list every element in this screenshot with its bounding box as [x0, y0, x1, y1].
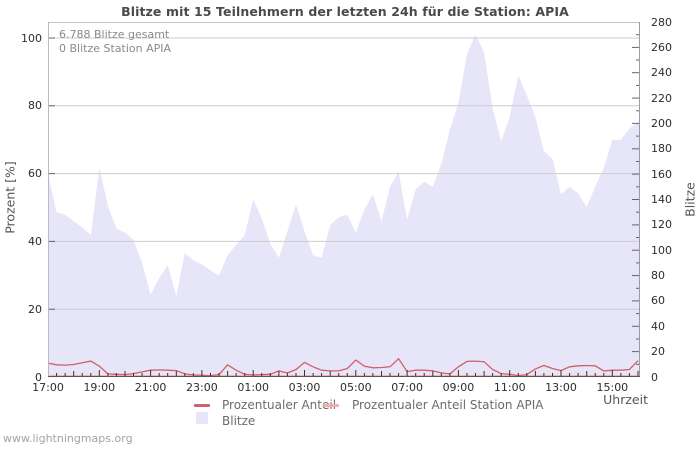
y-right-tick-label: 220 [651, 91, 672, 105]
y-right-tick-label: 260 [651, 40, 672, 54]
y-right-tick-label: 20 [651, 345, 665, 359]
y-right-tick-label: 100 [651, 243, 672, 257]
x-tick-label: 11:00 [493, 381, 526, 394]
y-right-tick-label: 60 [651, 294, 665, 308]
x-tick-label: 23:00 [186, 381, 218, 394]
x-tick-label: 07:00 [391, 381, 423, 394]
y-right-tick-label: 160 [651, 167, 672, 181]
x-tick-label: 03:00 [288, 381, 321, 394]
legend-label-prozentualer-anteil: Prozentualer Anteil [222, 398, 337, 412]
total-annotation: 6.788 Blitze gesamt 0 Blitze Station API… [59, 28, 171, 56]
x-tick-label: 19:00 [83, 381, 116, 394]
y-right-tick-label: 0 [651, 370, 658, 384]
y-left-tick-label: 60 [28, 167, 42, 181]
y-right-tick-label: 40 [651, 319, 665, 333]
x-tick-label: 13:00 [545, 381, 577, 394]
x-tick-label: 09:00 [442, 381, 475, 394]
y-right-tick-label: 80 [651, 269, 665, 283]
y-left-tick-label: 40 [28, 234, 42, 248]
y-right-tick-label: 120 [651, 218, 672, 232]
x-tick-label: 01:00 [237, 381, 270, 394]
plot-area [48, 22, 640, 377]
y-right-tick-label: 140 [651, 193, 672, 206]
x-tick-label: 05:00 [339, 381, 372, 394]
legend-label-blitze: Blitze [222, 414, 256, 428]
blitze-area [48, 34, 640, 377]
watermark-link[interactable]: www.lightningmaps.org [3, 432, 133, 445]
y-left-tick-label: 100 [21, 31, 42, 45]
y-right-tick-label: 200 [651, 116, 672, 130]
x-tick-label: 21:00 [134, 381, 167, 394]
plot-svg [48, 22, 640, 377]
legend-swatch-prozentualer-anteil-station [323, 404, 339, 407]
x-tick-label: 17:00 [32, 381, 64, 394]
y-left-tick-label: 80 [28, 99, 42, 113]
legend-swatch-blitze [196, 412, 208, 424]
y-axis-label-right: Blitze [682, 182, 698, 217]
y-right-tick-label: 180 [651, 142, 672, 156]
x-tick-label: 15:00 [596, 381, 629, 394]
y-left-tick-label: 20 [28, 302, 42, 316]
y-right-tick-label: 280 [651, 15, 672, 29]
legend-swatch-prozentualer-anteil [194, 404, 210, 407]
legend-label-prozentualer-anteil-station: Prozentualer Anteil Station APIA [352, 398, 544, 412]
y-right-tick-label: 240 [651, 66, 672, 80]
annotation-total-blitze: 6.788 Blitze gesamt [59, 28, 170, 41]
x-axis-label: Uhrzeit [603, 392, 648, 407]
y-left-tick-label: 0 [35, 370, 42, 384]
chart-title: Blitze mit 15 Teilnehmern der letzten 24… [121, 4, 569, 19]
annotation-station-blitze: 0 Blitze Station APIA [59, 42, 172, 55]
prozent-line [48, 357, 639, 377]
